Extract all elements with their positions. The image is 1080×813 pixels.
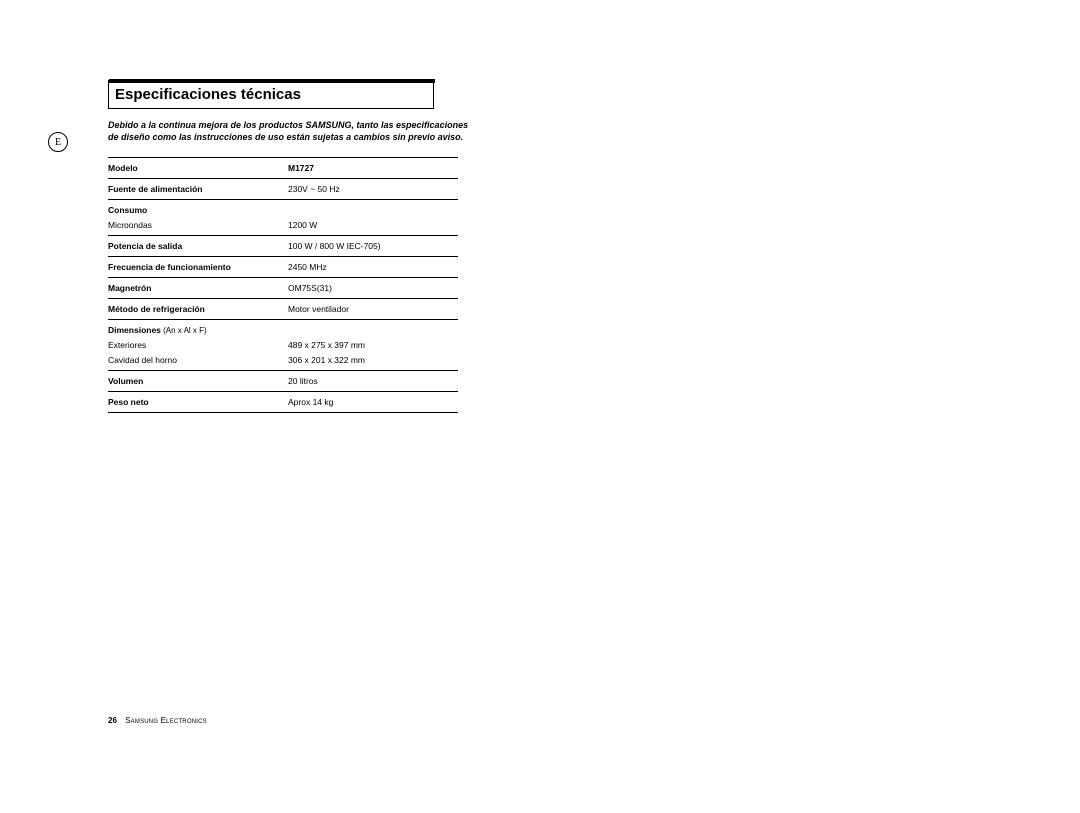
spec-value: M1727 bbox=[288, 158, 458, 179]
spec-value: 1200 W bbox=[288, 220, 458, 236]
spec-label: Potencia de salida bbox=[108, 236, 288, 257]
spec-label: Frecuencia de funcionamiento bbox=[108, 257, 288, 278]
spec-value: 489 x 275 x 397 mm bbox=[288, 340, 458, 355]
spec-value: 230V ~ 50 Hz bbox=[288, 179, 458, 200]
spec-label: Fuente de alimentación bbox=[108, 179, 288, 200]
spec-label: Método de refrigeración bbox=[108, 299, 288, 320]
spec-value: 20 litros bbox=[288, 371, 458, 392]
spec-label: Dimensiones (An x Al x F) bbox=[108, 320, 288, 340]
spec-value bbox=[288, 200, 458, 220]
page-footer: 26 Samsung Electronics bbox=[108, 716, 207, 725]
disclaimer-text: Debido a la continua mejora de los produ… bbox=[108, 119, 478, 143]
spec-label: Peso neto bbox=[108, 392, 288, 413]
spec-value: 306 x 201 x 322 mm bbox=[288, 355, 458, 371]
spec-value: OM75S(31) bbox=[288, 278, 458, 299]
spec-value bbox=[288, 320, 458, 340]
footer-company: Samsung Electronics bbox=[125, 716, 207, 725]
spec-label: Volumen bbox=[108, 371, 288, 392]
spec-label: Modelo bbox=[108, 158, 288, 179]
spec-label: Cavidad del horno bbox=[108, 355, 288, 371]
spec-label: Microondas bbox=[108, 220, 288, 236]
page-title: Especificaciones técnicas bbox=[109, 82, 433, 105]
page-content: Especificaciones técnicas Debido a la co… bbox=[48, 80, 528, 413]
spec-label: Exteriores bbox=[108, 340, 288, 355]
page-number: 26 bbox=[108, 716, 117, 725]
spec-value: 100 W / 800 W IEC-705) bbox=[288, 236, 458, 257]
spec-label: Consumo bbox=[108, 200, 288, 220]
specifications-table: ModeloM1727Fuente de alimentación230V ~ … bbox=[108, 157, 458, 413]
spec-value: 2450 MHz bbox=[288, 257, 458, 278]
title-box: Especificaciones técnicas bbox=[108, 80, 434, 109]
spec-value: Aprox 14 kg bbox=[288, 392, 458, 413]
spec-value: Motor ventilador bbox=[288, 299, 458, 320]
spec-label: Magnetrón bbox=[108, 278, 288, 299]
